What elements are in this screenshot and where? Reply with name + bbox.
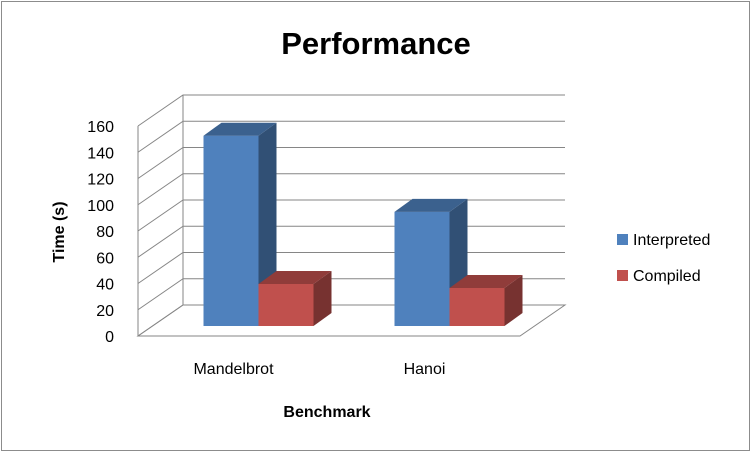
- bar-top: [203, 122, 277, 136]
- bar-front: [449, 287, 505, 326]
- y-tick-label: 40: [96, 277, 114, 294]
- bar: [258, 271, 332, 326]
- y-tick-label: 80: [96, 224, 114, 241]
- bar-front: [258, 284, 314, 326]
- y-tick-label: 60: [96, 250, 114, 267]
- legend-label: Interpreted: [633, 232, 710, 249]
- bar-front: [394, 211, 450, 326]
- x-axis-title: Benchmark: [283, 404, 370, 421]
- legend: Interpreted Compiled: [617, 232, 710, 285]
- legend-swatch: [617, 270, 628, 281]
- bar-side: [504, 274, 523, 326]
- bar-side: [313, 271, 332, 326]
- y-tick-labels: 0 20 40 60 80 100 120 140 160: [87, 119, 114, 346]
- legend-item: Interpreted: [617, 232, 710, 249]
- legend-item: Compiled: [617, 268, 701, 285]
- y-tick-label: 100: [87, 198, 114, 215]
- bar-front: [203, 135, 259, 326]
- category-label: Hanoi: [404, 361, 446, 378]
- bar-top: [394, 198, 468, 212]
- gridline: [137, 120, 565, 153]
- category-label: Mandelbrot: [193, 361, 274, 378]
- y-tick-label: 160: [87, 119, 114, 136]
- legend-label: Compiled: [633, 268, 701, 285]
- bar-top: [449, 274, 523, 288]
- gridline: [137, 173, 565, 206]
- gridline: [137, 94, 565, 127]
- gridline: [137, 147, 565, 179]
- chart-title: Performance: [281, 26, 471, 61]
- bar-top: [258, 271, 332, 284]
- y-tick-label: 120: [87, 172, 114, 189]
- legend-swatch: [617, 234, 628, 245]
- y-tick-label: 140: [87, 145, 114, 162]
- y-tick-label: 20: [96, 303, 114, 320]
- y-tick-label: 0: [105, 329, 114, 346]
- y-axis-title: Time (s): [51, 201, 68, 262]
- category-labels: Mandelbrot Hanoi: [193, 361, 445, 378]
- bar: [449, 274, 523, 326]
- bars: [203, 122, 523, 326]
- bar: [203, 122, 277, 326]
